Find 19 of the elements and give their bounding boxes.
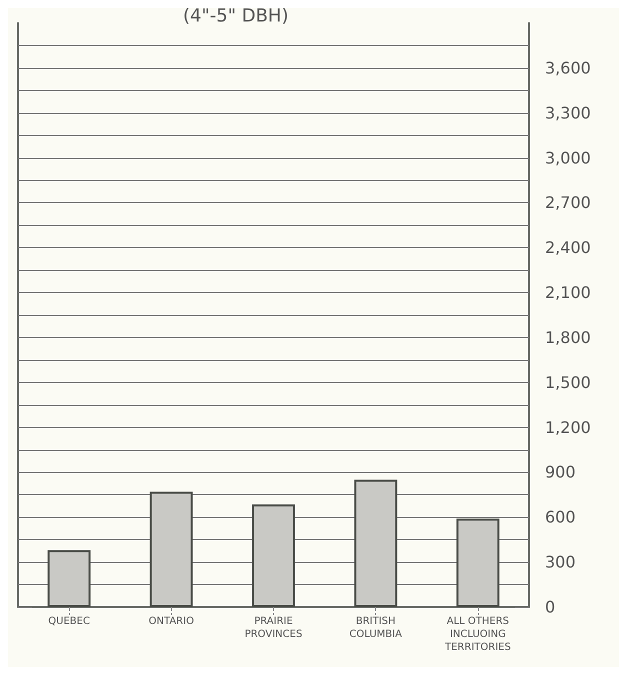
x-tick-label: ONTARIO: [148, 616, 194, 627]
chart-title: (4"-5" DBH): [183, 6, 288, 26]
y-tick-label: 2,700: [545, 193, 591, 212]
y-tick-label: 1,500: [545, 372, 591, 392]
y-tick-label: 1,800: [545, 328, 591, 347]
x-tick-label: BRITISH COLUMBIA: [349, 616, 402, 640]
y-tick-label: 2,400: [545, 238, 591, 258]
y-tick-label: 3,000: [545, 148, 591, 168]
y-tick-label: 1,200: [545, 418, 591, 437]
y-tick-label: 0: [545, 598, 556, 616]
y-tick-label: 900: [545, 462, 576, 482]
x-tick-label: QUEBEC: [48, 616, 90, 627]
x-tick-label: ALL OTHERS INCLUOING TERRITORIES: [444, 616, 511, 653]
y-tick-label: 600: [545, 508, 576, 527]
y-tick-label: 3,600: [545, 58, 591, 78]
x-tick-label: PRAIRIE PROVINCES: [244, 616, 302, 640]
y-tick-label: 3,300: [545, 103, 591, 122]
y-tick-label: 2,100: [545, 283, 591, 302]
y-tick-label: 300: [545, 552, 576, 572]
